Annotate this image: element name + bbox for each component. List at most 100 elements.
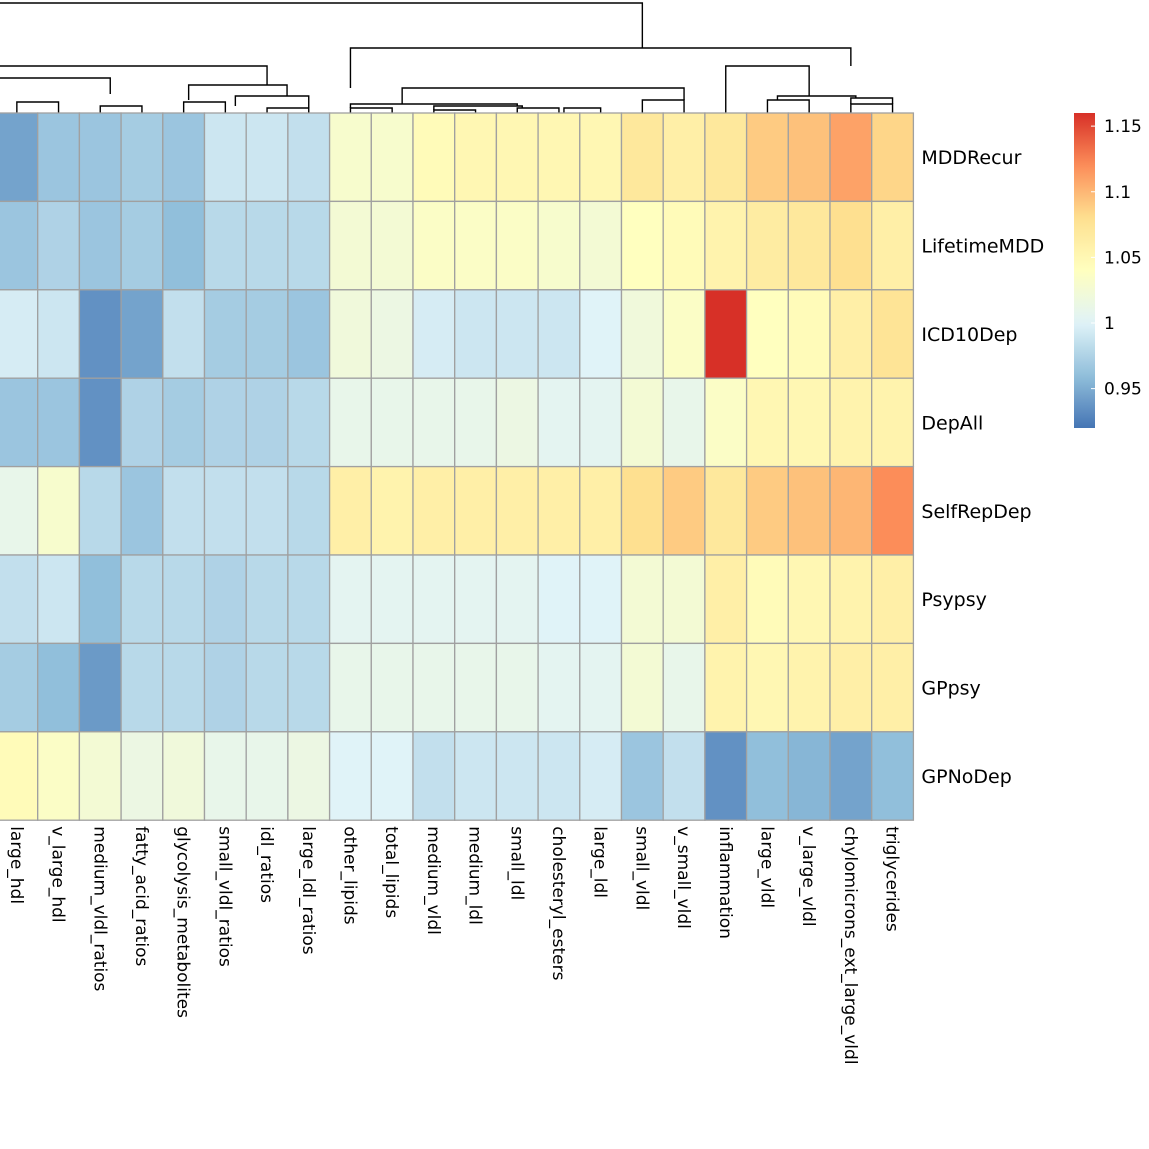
heatmap-cell-ICD10Dep-small_vldl_ratios	[203, 289, 247, 379]
heatmap-cell-SelfRepDep-medium_ldl	[454, 465, 498, 556]
column-label-medium_vldl_ratios: medium_vldl_ratios	[89, 826, 109, 991]
row-label-GPpsy: GPpsy	[921, 678, 980, 700]
heatmap-cell-Psypsy-idl_ratios	[245, 554, 289, 645]
heatmap-cell-DepAll-v_small_vldl	[662, 377, 706, 468]
heatmap-cell-GPNoDep-v_large_vldl	[787, 731, 831, 821]
heatmap-cell-Psypsy-medium_vldl_ratios	[78, 554, 122, 645]
dendrogram-link-17	[641, 99, 685, 113]
heatmap-cell-LifetimeMDD-glycolysis_metabolites	[162, 200, 206, 291]
heatmap-cell-GPpsy-large_ldl_ratios	[287, 642, 331, 733]
dendrogram-link-11	[349, 103, 518, 108]
column-label-v_large_vldl: v_large_vldl	[798, 826, 818, 926]
column-label-small_vldl_ratios: small_vldl_ratios	[214, 826, 234, 967]
heatmap-cell-SelfRepDep-medium_vldl_ratios	[78, 465, 122, 556]
dendrogram-link-18	[725, 65, 810, 113]
heatmap-cell-DepAll-total_lipids	[370, 377, 414, 468]
column-label-triglycerides: triglycerides	[882, 826, 902, 932]
heatmap-cell-DepAll-small_vldl_ratios	[203, 377, 247, 468]
heatmap-cell-LifetimeMDD-triglycerides	[871, 200, 915, 291]
heatmap-cell-Psypsy-chylomicrons_ext_large_vldl	[829, 554, 873, 645]
dendrogram-link-5	[99, 105, 143, 113]
heatmap-cell-Psypsy-large_hdl	[0, 554, 39, 645]
heatmap-cell-LifetimeMDD-large_ldl_ratios	[287, 200, 331, 291]
row-label-GPNoDep: GPNoDep	[921, 766, 1011, 788]
heatmap-cell-GPpsy-cholesteryl_esters	[537, 642, 581, 733]
heatmap-cell-SelfRepDep-chylomicrons_ext_large_vldl	[829, 465, 873, 556]
heatmap-cell-ICD10Dep-other_lipids	[328, 289, 372, 379]
heatmap-cell-DepAll-cholesteryl_esters	[537, 377, 581, 468]
heatmap-cell-MDDRecur-large_ldl	[579, 112, 623, 203]
heatmap-cell-DepAll-small_vldl	[620, 377, 664, 468]
colorbar-tick-label-3: 1.1	[1104, 183, 1131, 203]
heatmap-cell-DepAll-glycolysis_metabolites	[162, 377, 206, 468]
heatmap-cell-GPpsy-v_large_hdl	[37, 642, 81, 733]
heatmap-cell-LifetimeMDD-large_vldl	[745, 200, 789, 291]
heatmap-cell-Psypsy-large_ldl	[579, 554, 623, 645]
column-label-other_lipids: other_lipids	[339, 826, 359, 925]
heatmap-cell-GPpsy-inflammation	[704, 642, 748, 733]
heatmap-cell-Psypsy-large_vldl	[745, 554, 789, 645]
heatmap-cell-LifetimeMDD-medium_vldl	[412, 200, 456, 291]
heatmap-cell-LifetimeMDD-chylomicrons_ext_large_vldl	[829, 200, 873, 291]
column-label-medium_vldl: medium_vldl	[423, 826, 443, 935]
heatmap-cell-ICD10Dep-chylomicrons_ext_large_vldl	[829, 289, 873, 379]
column-label-v_large_hdl: v_large_hdl	[48, 826, 68, 922]
heatmap-cell-GPNoDep-idl_ratios	[245, 731, 289, 821]
heatmap-cell-DepAll-large_vldl	[745, 377, 789, 468]
heatmap-cell-ICD10Dep-v_large_vldl	[787, 289, 831, 379]
heatmap-cell-MDDRecur-inflammation	[704, 112, 748, 203]
heatmap-cell-SelfRepDep-small_ldl	[495, 465, 539, 556]
heatmap-cell-DepAll-fatty_acid_ratios	[120, 377, 164, 468]
heatmap-cell-GPNoDep-chylomicrons_ext_large_vldl	[829, 731, 873, 821]
heatmap-cell-Psypsy-small_vldl	[620, 554, 664, 645]
dendrogram-link-8	[234, 95, 310, 108]
heatmap-cell-GPpsy-total_lipids	[370, 642, 414, 733]
dendrogram-link-19	[776, 95, 857, 100]
heatmap-cell-Psypsy-large_ldl_ratios	[287, 554, 331, 645]
heatmap-cell-LifetimeMDD-idl_ratios	[245, 200, 289, 291]
heatmap-cell-MDDRecur-fatty_acid_ratios	[120, 112, 164, 203]
heatmap-cell-Psypsy-small_ldl	[495, 554, 539, 645]
column-label-small_vldl: small_vldl	[631, 826, 651, 910]
heatmap-cell-GPNoDep-large_hdl	[0, 731, 39, 821]
heatmap-cell-SelfRepDep-triglycerides	[871, 465, 915, 556]
heatmap-cell-DepAll-large_ldl	[579, 377, 623, 468]
dendrogram-link-20	[766, 99, 810, 113]
heatmap-cell-GPpsy-v_large_vldl	[787, 642, 831, 733]
column-label-small_ldl: small_ldl	[506, 826, 526, 900]
heatmap-cell-GPpsy-medium_vldl	[412, 642, 456, 733]
heatmap-cell-MDDRecur-small_ldl	[495, 112, 539, 203]
heatmap-cell-DepAll-triglycerides	[871, 377, 915, 468]
heatmap-cell-LifetimeMDD-v_large_vldl	[787, 200, 831, 291]
dendrogram-link-6	[187, 84, 288, 100]
dendrogram-link-3	[0, 77, 111, 94]
heatmap-cell-LifetimeMDD-small_vldl_ratios	[203, 200, 247, 291]
heatmap-cell-LifetimeMDD-total_lipids	[370, 200, 414, 291]
heatmap-cell-DepAll-idl_ratios	[245, 377, 289, 468]
heatmap-cell-SelfRepDep-cholesteryl_esters	[537, 465, 581, 556]
heatmap-cell-SelfRepDep-medium_vldl	[412, 465, 456, 556]
heatmap-cell-Psypsy-total_lipids	[370, 554, 414, 645]
heatmap-cell-Psypsy-v_large_vldl	[787, 554, 831, 645]
heatmap-cell-MDDRecur-large_ldl_ratios	[287, 112, 331, 203]
heatmap-cell-Psypsy-glycolysis_metabolites	[162, 554, 206, 645]
heatmap-cell-SelfRepDep-small_vldl	[620, 465, 664, 556]
heatmap-cell-GPpsy-large_hdl	[0, 642, 39, 733]
column-label-chylomicrons_ext_large_vldl: chylomicrons_ext_large_vldl	[840, 826, 860, 1064]
heatmap-cell-Psypsy-v_small_vldl	[662, 554, 706, 645]
heatmap-cell-MDDRecur-large_vldl	[745, 112, 789, 203]
heatmap-cell-GPpsy-medium_ldl	[454, 642, 498, 733]
heatmap-cell-GPNoDep-triglycerides	[871, 731, 915, 821]
dendrogram-link-0	[0, 2, 644, 48]
column-label-large_ldl_ratios: large_ldl_ratios	[298, 826, 318, 955]
heatmap-cell-GPNoDep-small_ldl	[495, 731, 539, 821]
heatmap-cell-LifetimeMDD-large_hdl	[0, 200, 39, 291]
heatmap-cell-ICD10Dep-large_vldl	[745, 289, 789, 379]
heatmap-cell-LifetimeMDD-other_lipids	[328, 200, 372, 291]
heatmap-cell-DepAll-v_large_vldl	[787, 377, 831, 468]
heatmap-cell-MDDRecur-triglycerides	[871, 112, 915, 203]
heatmap-cell-LifetimeMDD-inflammation	[704, 200, 748, 291]
heatmap-cell-LifetimeMDD-small_ldl	[495, 200, 539, 291]
column-label-v_small_vldl: v_small_vldl	[673, 826, 693, 929]
heatmap-cell-GPpsy-other_lipids	[328, 642, 372, 733]
